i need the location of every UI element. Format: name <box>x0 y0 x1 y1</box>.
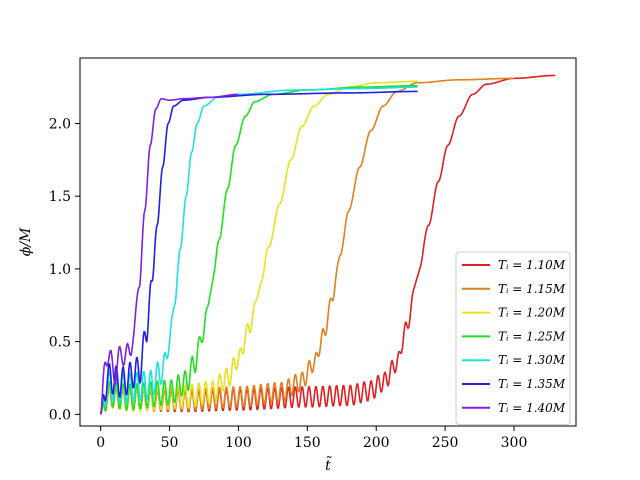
legend-label: Tᵢ = 1.15M <box>498 282 566 296</box>
x-tick-label: 0 <box>96 435 105 451</box>
legend-label: Tᵢ = 1.30M <box>498 353 566 367</box>
legend-label: Tᵢ = 1.20M <box>498 306 566 320</box>
x-tick-label: 150 <box>294 435 321 451</box>
series-line <box>99 90 418 415</box>
x-tick-label: 50 <box>161 435 179 451</box>
y-tick-label: 0.0 <box>49 407 71 423</box>
x-axis: 0 50 100 150 200 250 300 <box>96 426 527 451</box>
series-layer <box>99 74 556 415</box>
y-tick-label: 0.5 <box>49 335 71 351</box>
series-line <box>99 84 418 415</box>
series-line <box>99 86 418 415</box>
legend-label: Tᵢ = 1.35M <box>498 377 566 391</box>
x-tick-label: 250 <box>432 435 459 451</box>
legend-label: Tᵢ = 1.25M <box>498 329 566 343</box>
y-axis-label: ϕ/M <box>18 227 34 256</box>
series-line <box>99 80 418 415</box>
axes-frame <box>79 57 577 427</box>
x-tick-label: 200 <box>363 435 390 451</box>
x-tick-label: 300 <box>501 435 528 451</box>
x-tick-label: 100 <box>225 435 252 451</box>
legend-label: Tᵢ = 1.10M <box>498 258 566 272</box>
legend-box <box>455 251 571 426</box>
y-tick-label: 1.5 <box>49 189 71 205</box>
y-axis: 0.0 0.5 1.0 1.5 2.0 <box>49 116 80 423</box>
x-axis-label: t̃ <box>325 455 332 474</box>
y-tick-label: 1.0 <box>49 262 71 278</box>
legend: Tᵢ = 1.10M Tᵢ = 1.15M Tᵢ = 1.20M Tᵢ = 1.25M… <box>455 251 571 426</box>
legend-label: Tᵢ = 1.40M <box>498 401 566 415</box>
series-line <box>99 93 239 415</box>
y-tick-label: 2.0 <box>49 116 71 132</box>
